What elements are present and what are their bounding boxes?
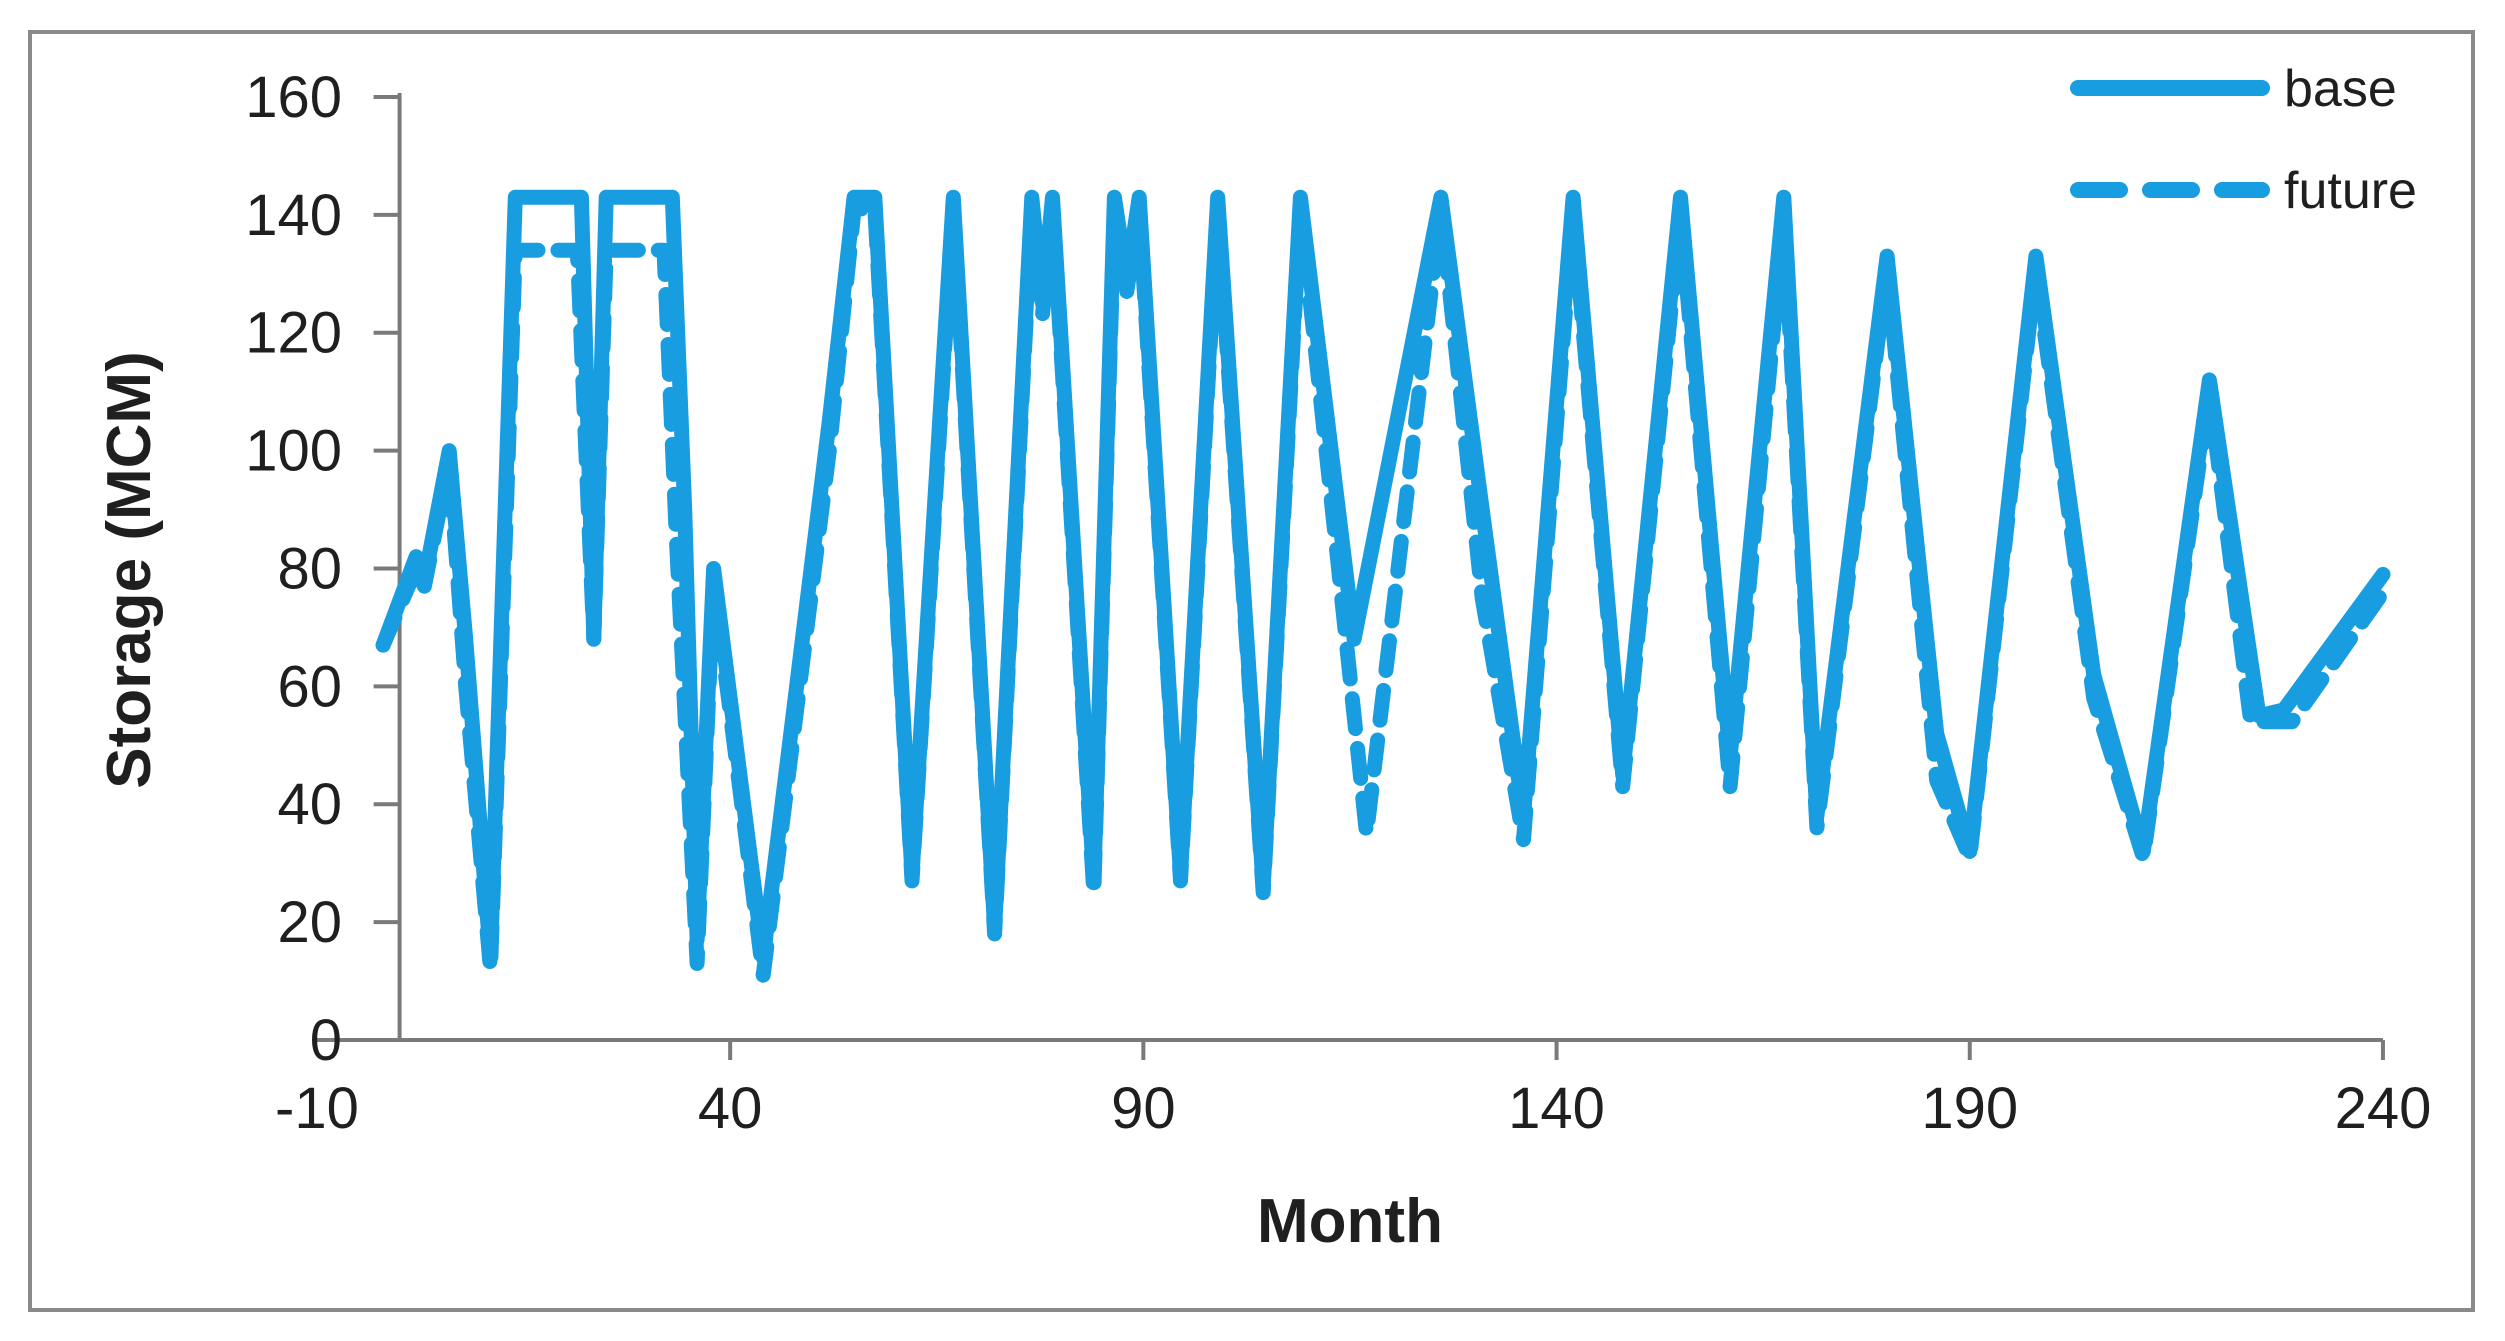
legend-label-base: base bbox=[2284, 60, 2397, 118]
y-tick-label: 120 bbox=[245, 301, 342, 366]
x-tick-label: 190 bbox=[1921, 1076, 2018, 1141]
x-axis-title: Month bbox=[1257, 1187, 1443, 1256]
legend: base future bbox=[2070, 60, 2417, 220]
y-tick-label: 60 bbox=[277, 654, 342, 719]
y-axis-title: Storage (MCM) bbox=[95, 351, 164, 788]
x-tick-label: 90 bbox=[1111, 1076, 1176, 1141]
x-tick-label: 40 bbox=[698, 1076, 763, 1141]
y-tick-label: 160 bbox=[245, 65, 342, 130]
y-tick-label: 20 bbox=[277, 890, 342, 955]
y-tick-label: 80 bbox=[277, 536, 342, 601]
x-tick-label: 140 bbox=[1508, 1076, 1605, 1141]
y-tick-label: 40 bbox=[277, 772, 342, 837]
chart-border bbox=[28, 30, 2475, 1312]
legend-label-future: future bbox=[2284, 162, 2417, 220]
y-tick-label: 100 bbox=[245, 419, 342, 484]
x-tick-label: -10 bbox=[275, 1076, 359, 1141]
y-tick-label: 0 bbox=[310, 1008, 342, 1073]
y-tick-label: 140 bbox=[245, 183, 342, 248]
plot-area: 0 20 40 60 80 100 120 140 160 -10 40 90 140 190 240 bbox=[245, 65, 2431, 1141]
x-tick-label: 240 bbox=[2335, 1076, 2432, 1141]
series-future-line bbox=[375, 201, 2391, 983]
